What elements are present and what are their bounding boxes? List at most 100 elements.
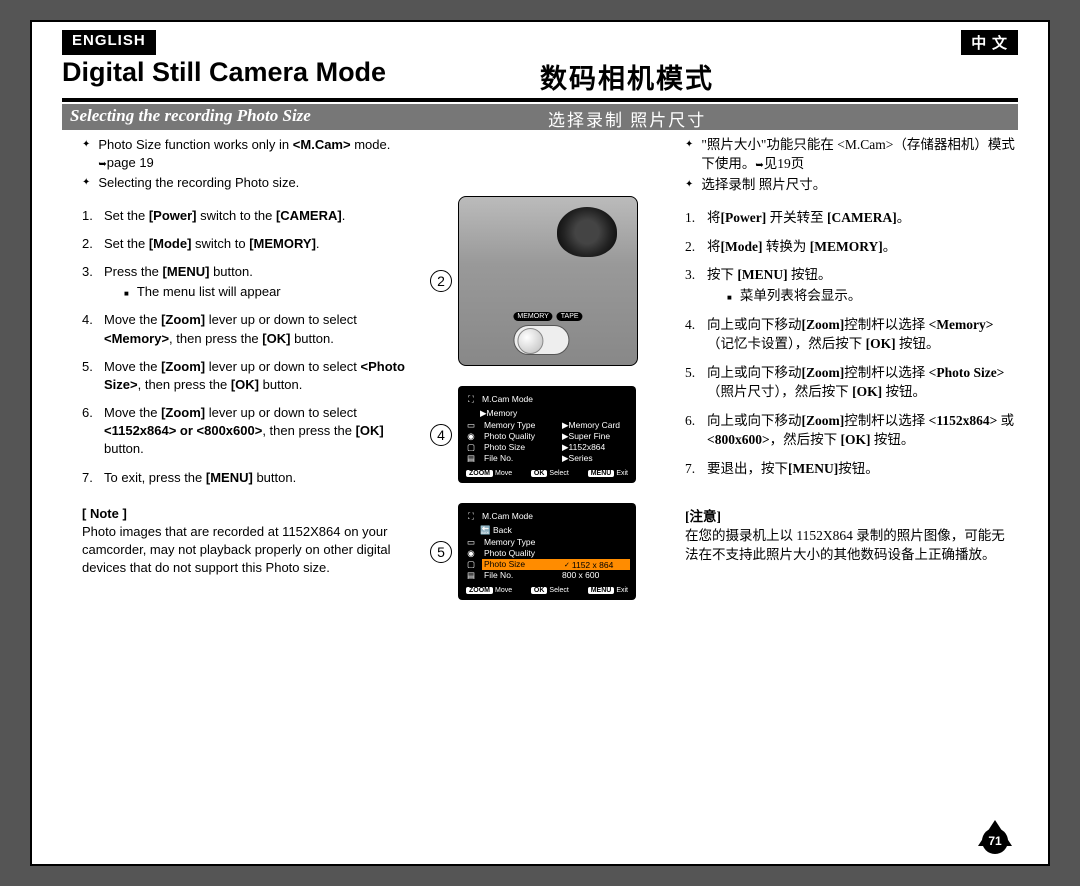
- size-icon: ▢: [464, 442, 478, 453]
- note-text: Photo images that are recorded at 1152X8…: [62, 523, 415, 578]
- circle-number: 2: [430, 270, 452, 292]
- camera-icon: ⛶: [464, 394, 478, 405]
- menu-label: Photo Quality: [482, 548, 562, 559]
- screen-title: M.Cam Mode: [482, 511, 533, 521]
- ok-btn-label: OK: [531, 470, 548, 477]
- diamond-icon: ✦: [685, 178, 693, 195]
- step-item: 2. Set the [Mode] switch to [MEMORY].: [82, 235, 415, 253]
- diagram-camera: 2 MEMORY TAPE: [430, 196, 650, 366]
- zoom-btn-label: ZOOM: [466, 470, 493, 477]
- zoom-btn-label: ZOOM: [466, 587, 493, 594]
- menu-value: ▶1152x864: [562, 442, 630, 453]
- menu-value: [562, 548, 630, 559]
- step-item: 5. Move the [Zoom] lever up or down to s…: [82, 358, 415, 394]
- diagram-screen-5: 5 ⛶M.Cam Mode 🔙 Back ▭Memory Type ◉Photo…: [430, 503, 650, 600]
- step-text: 向上或向下移动[Zoom]控制杆以选择 <1152x864> 或 <800x60…: [707, 412, 1018, 450]
- switch-knob-icon: [517, 328, 543, 354]
- step-text: Move the [Zoom] lever up or down to sele…: [104, 311, 415, 347]
- menu-label: File No.: [482, 453, 562, 464]
- step-number: 2.: [82, 235, 104, 253]
- menu-value: ▶Super Fine: [562, 431, 630, 442]
- step-text: To exit, press the [MENU] button.: [104, 469, 415, 487]
- step-text: Press the [MENU] button. The menu list w…: [104, 263, 415, 301]
- ok-btn-label: OK: [531, 587, 548, 594]
- step-number: 1.: [685, 209, 707, 228]
- step-number: 7.: [82, 469, 104, 487]
- subtitle-english: Selecting the recording Photo Size: [62, 104, 540, 130]
- diamond-icon: ✦: [685, 138, 693, 174]
- step-item: 6. 向上或向下移动[Zoom]控制杆以选择 <1152x864> 或 <800…: [685, 412, 1018, 450]
- menu-btn-label: MENU: [588, 470, 615, 477]
- page-number: 71: [982, 828, 1008, 854]
- switch-label-memory: MEMORY: [513, 312, 552, 321]
- step-text: Set the [Mode] switch to [MEMORY].: [104, 235, 415, 253]
- step-number: 5.: [685, 364, 707, 402]
- step-text: 将[Power] 开关转至 [CAMERA]。: [707, 209, 1018, 228]
- menu-label-highlighted: Photo Size: [482, 559, 562, 570]
- step-number: 5.: [82, 358, 104, 394]
- step-text: 向上或向下移动[Zoom]控制杆以选择 <Memory>（记忆卡设置），然后按下…: [707, 316, 1018, 354]
- title-chinese: 数码相机模式: [540, 57, 1018, 96]
- bullet-text: Photo Size function works only in <M.Cam…: [98, 136, 415, 172]
- bullet-item: ✦ Selecting the recording Photo size.: [62, 174, 415, 192]
- screen-crumb: 🔙 Back: [480, 525, 512, 536]
- step-text: Move the [Zoom] lever up or down to sele…: [104, 358, 415, 394]
- diagram-screen-4: 4 ⛶M.Cam Mode ▶Memory ▭Memory Type▶Memor…: [430, 386, 650, 483]
- steps-list: 1. Set the [Power] switch to the [CAMERA…: [62, 207, 415, 487]
- screen-title: M.Cam Mode: [482, 394, 533, 404]
- mode-switch: MEMORY TAPE: [513, 312, 582, 355]
- file-icon: ▤: [464, 453, 478, 464]
- step-item: 7. To exit, press the [MENU] button.: [82, 469, 415, 487]
- step-number: 3.: [82, 263, 104, 301]
- size-icon: ▢: [464, 559, 478, 570]
- camera-icon: ⛶: [464, 511, 478, 522]
- step-number: 6.: [82, 404, 104, 459]
- step-text: 按下 [MENU] 按钮。 菜单列表将会显示。: [707, 266, 1018, 306]
- lcd-screen: ⛶M.Cam Mode 🔙 Back ▭Memory Type ◉Photo Q…: [458, 503, 636, 600]
- screen-footer: ZOOMMove OKSelect MENUExit: [464, 470, 630, 477]
- screen-footer: ZOOMMove OKSelect MENUExit: [464, 587, 630, 594]
- title-row: Digital Still Camera Mode 数码相机模式: [62, 57, 1018, 102]
- note-label: [ Note ]: [62, 505, 415, 523]
- menu-label: Photo Quality: [482, 431, 562, 442]
- chinese-tag: 中 文: [961, 30, 1018, 55]
- step-number: 7.: [685, 460, 707, 479]
- english-tag: ENGLISH: [62, 30, 156, 55]
- steps-list: 1. 将[Power] 开关转至 [CAMERA]。 2. 将[Mode] 转换…: [665, 209, 1018, 479]
- substep-text: The menu list will appear: [104, 283, 415, 301]
- menu-value: 800 x 600: [562, 570, 630, 581]
- step-item: 4. 向上或向下移动[Zoom]控制杆以选择 <Memory>（记忆卡设置），然…: [685, 316, 1018, 354]
- step-item: 4. Move the [Zoom] lever up or down to s…: [82, 311, 415, 347]
- diamond-icon: ✦: [82, 176, 90, 192]
- step-number: 4.: [685, 316, 707, 354]
- screen-crumb: ▶Memory: [480, 408, 517, 419]
- step-text: 要退出，按下[MENU]按钮。: [707, 460, 1018, 479]
- lcd-screen: ⛶M.Cam Mode ▶Memory ▭Memory Type▶Memory …: [458, 386, 636, 483]
- content-area: ✦ Photo Size function works only in <M.C…: [62, 136, 1018, 578]
- diamond-icon: ✦: [82, 138, 90, 172]
- step-item: 3. Press the [MENU] button. The menu lis…: [82, 263, 415, 301]
- bullet-item: ✦ Photo Size function works only in <M.C…: [62, 136, 415, 172]
- step-number: 3.: [685, 266, 707, 306]
- file-icon: ▤: [464, 570, 478, 581]
- bullet-text: 选择录制 照片尺寸。: [701, 176, 826, 195]
- step-item: 5. 向上或向下移动[Zoom]控制杆以选择 <Photo Size>（照片尺寸…: [685, 364, 1018, 402]
- step-text: Move the [Zoom] lever up or down to sele…: [104, 404, 415, 459]
- switch-label-tape: TAPE: [557, 312, 583, 321]
- menu-value: [562, 537, 630, 548]
- step-item: 3. 按下 [MENU] 按钮。 菜单列表将会显示。: [685, 266, 1018, 306]
- diagram-column: 2 MEMORY TAPE 4: [430, 196, 650, 620]
- subtitle-row: Selecting the recording Photo Size 选择录制 …: [62, 104, 1018, 130]
- substep-text: 菜单列表将会显示。: [707, 287, 1018, 306]
- bullet-item: ✦ "照片大小"功能只能在 <M.Cam>（存储器相机）模式下使用。➥见19页: [665, 136, 1018, 174]
- title-english: Digital Still Camera Mode: [62, 57, 540, 96]
- step-number: 2.: [685, 238, 707, 257]
- note-label: [注意]: [665, 508, 1018, 527]
- bullet-item: ✦ 选择录制 照片尺寸。: [665, 176, 1018, 195]
- menu-label: Memory Type: [482, 420, 562, 431]
- menu-value: ▶Memory Card: [562, 420, 630, 431]
- step-text: Set the [Power] switch to the [CAMERA].: [104, 207, 415, 225]
- menu-value: ▶Series: [562, 453, 630, 464]
- bullet-text: "照片大小"功能只能在 <M.Cam>（存储器相机）模式下使用。➥见19页: [701, 136, 1018, 174]
- card-icon: ▭: [464, 537, 478, 548]
